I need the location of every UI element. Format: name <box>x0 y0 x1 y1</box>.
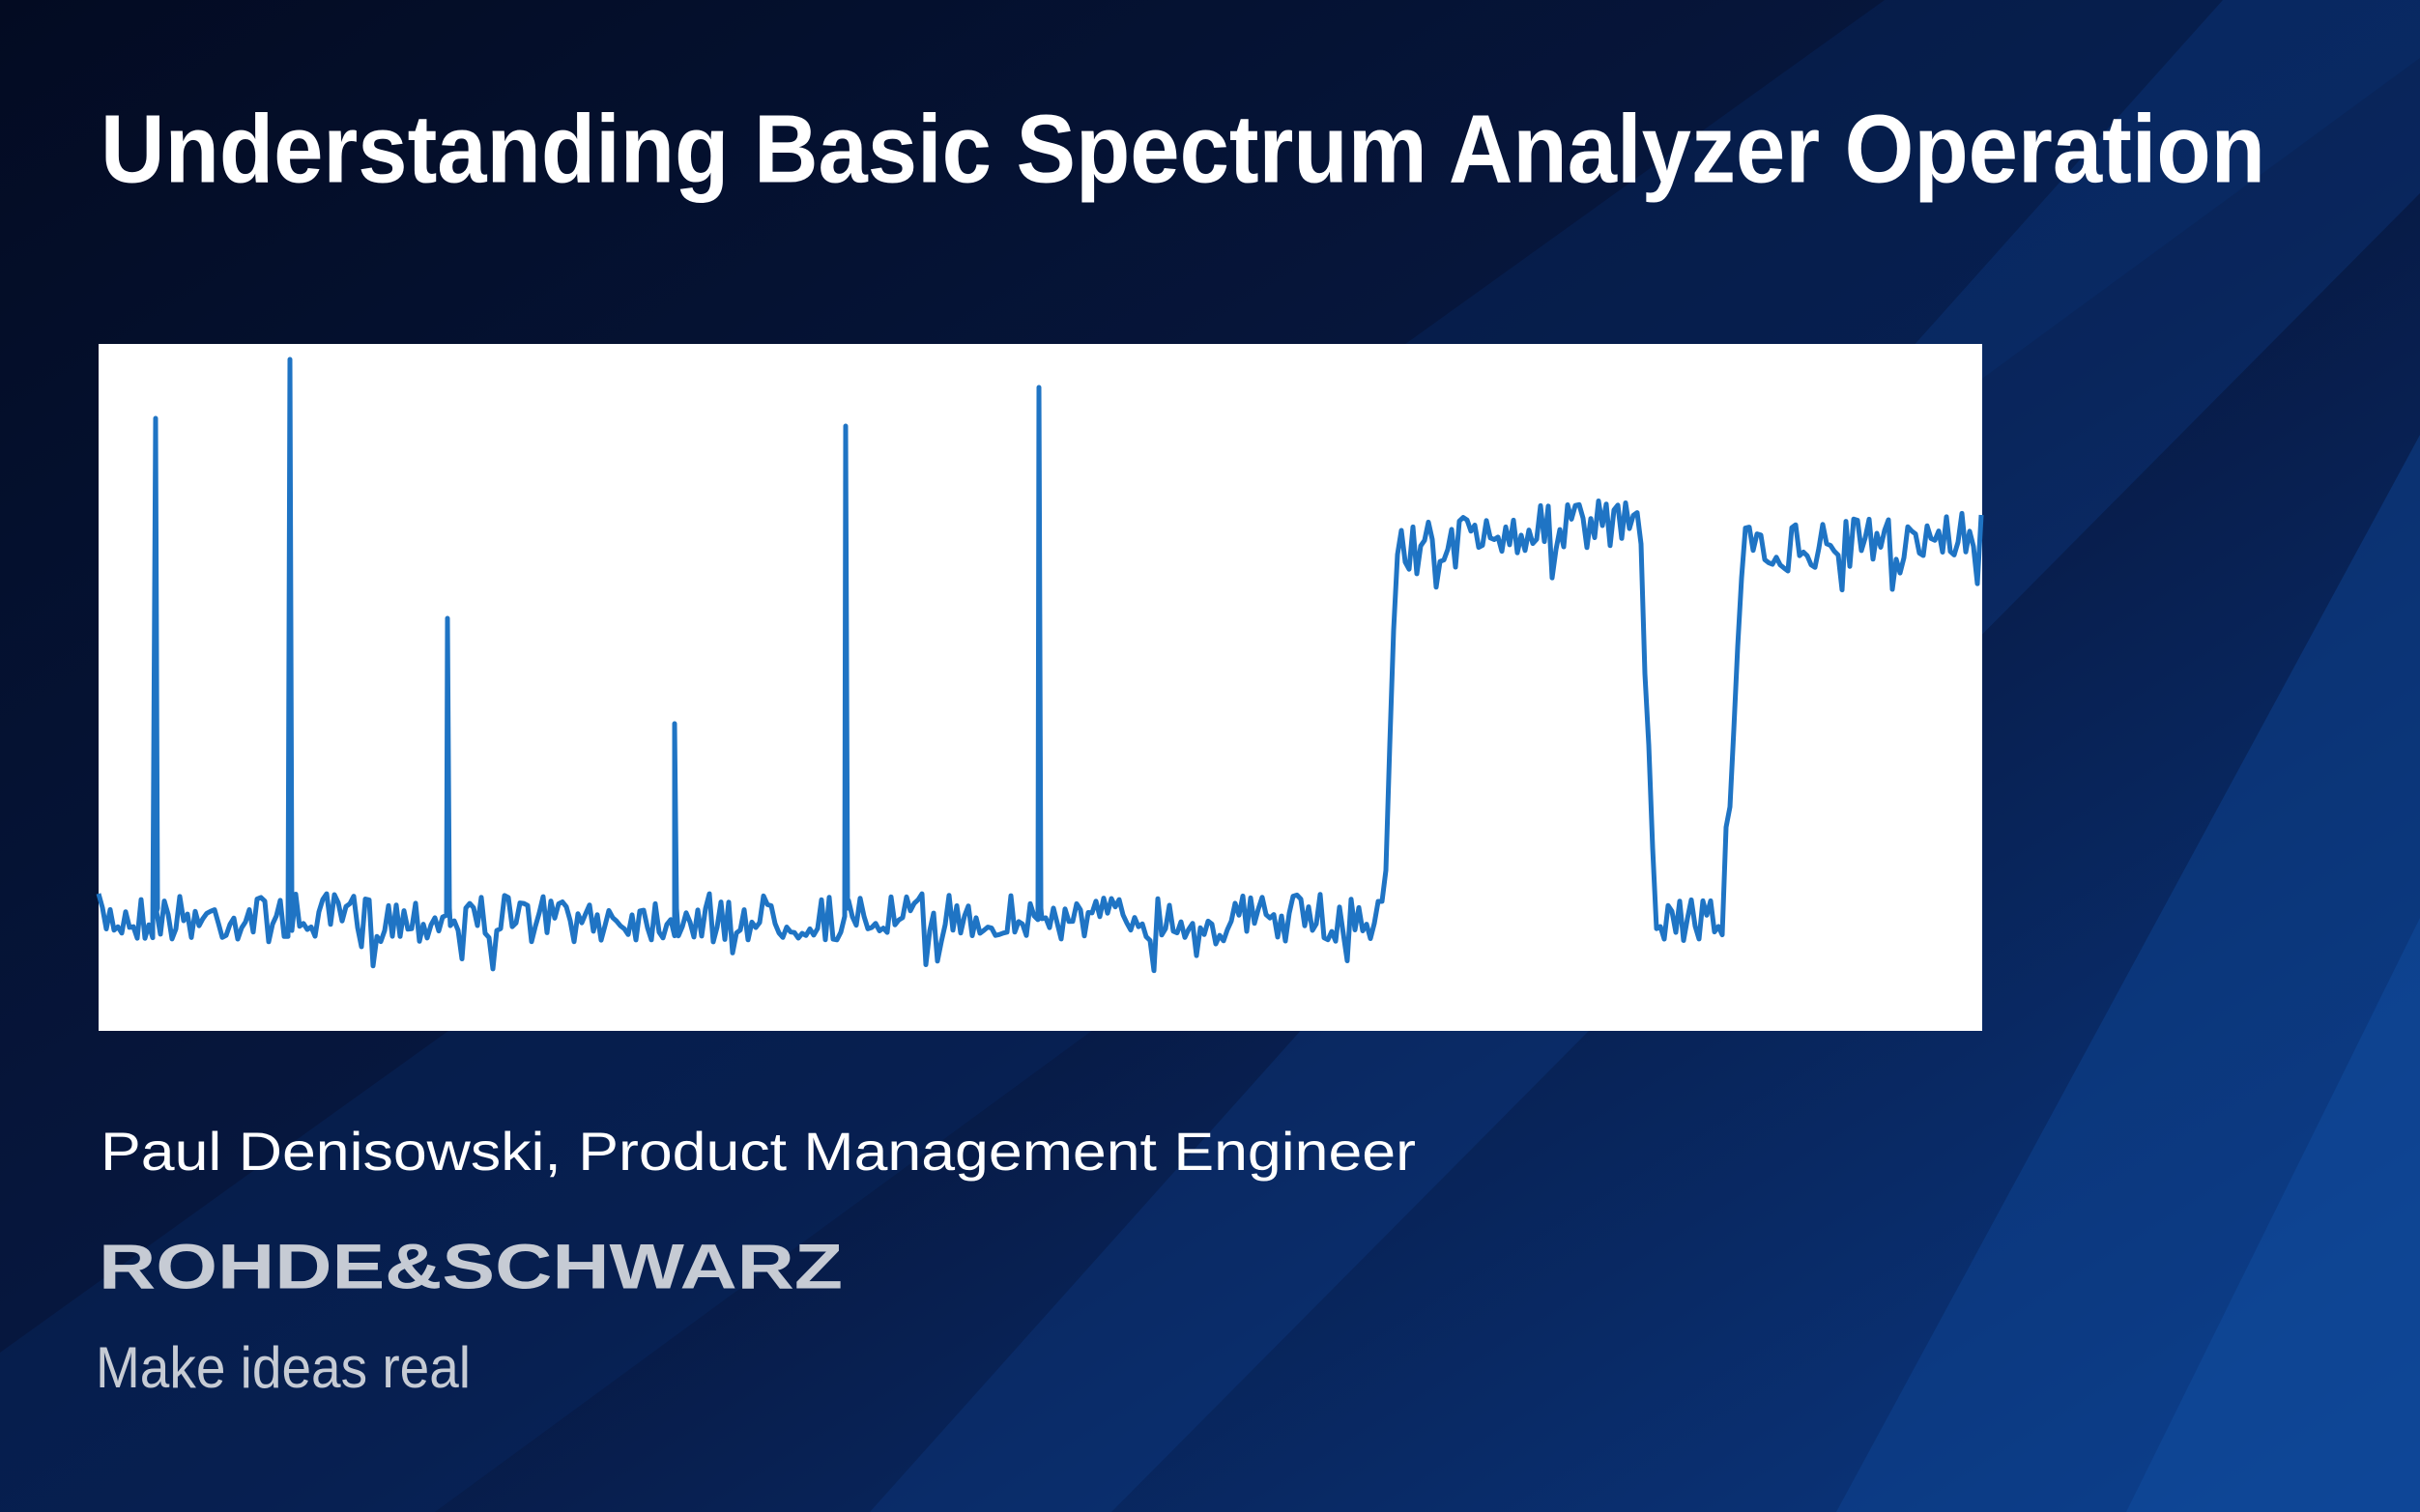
presenter: Paul Denisowski, Product Management Engi… <box>101 1121 1416 1182</box>
company-logo: ROHDE&SCHWARZ <box>99 1230 843 1301</box>
slide-title: Understanding Basic Spectrum Analyzer Op… <box>101 95 2265 203</box>
background-stripe <box>1836 435 2420 1512</box>
spectrum-trace <box>96 357 1984 974</box>
spectrum-image <box>96 344 1984 1031</box>
tagline: Make ideas real <box>96 1335 471 1400</box>
background-stripe <box>2126 918 2420 1512</box>
